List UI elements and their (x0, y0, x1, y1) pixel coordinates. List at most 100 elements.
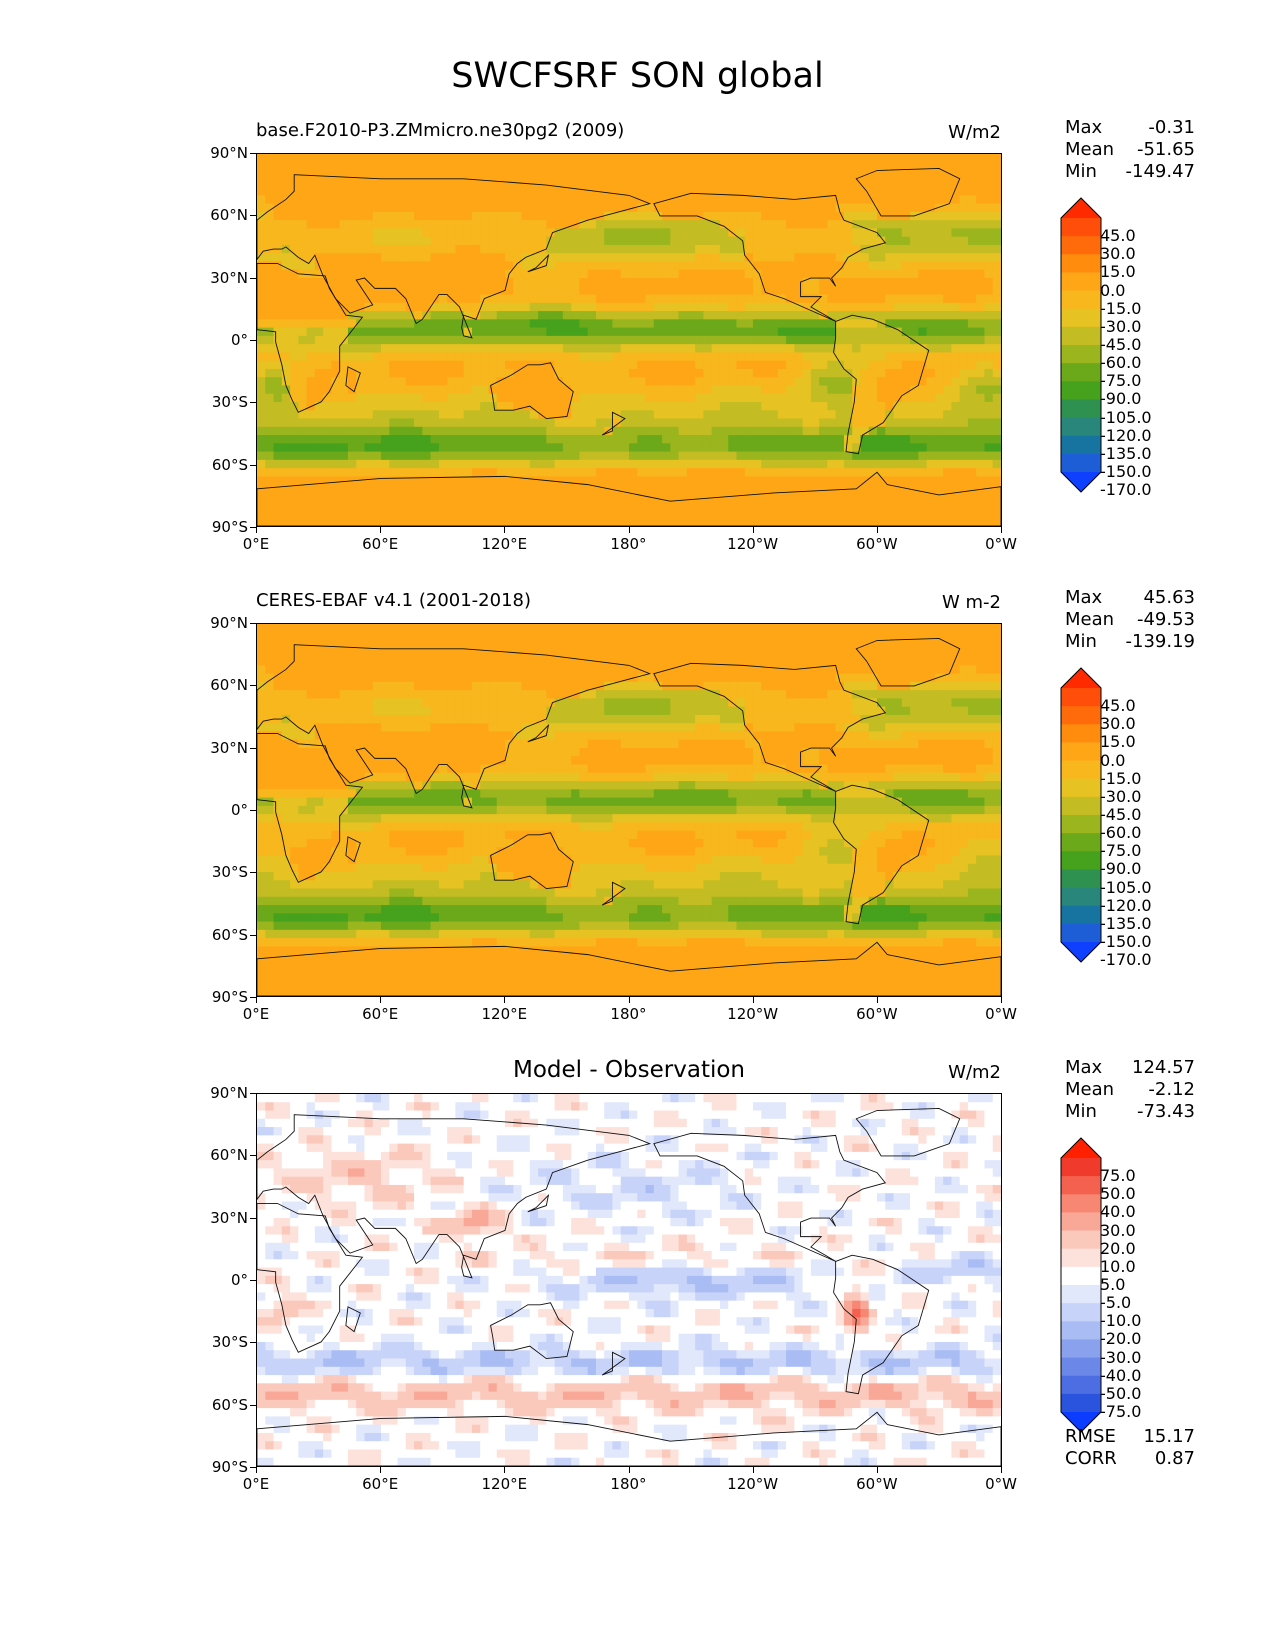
data-cell (447, 632, 456, 642)
data-cell (967, 154, 977, 163)
data-cell (802, 377, 812, 387)
data-cell (934, 459, 944, 469)
data-cell (314, 393, 324, 403)
data-cell (992, 484, 1001, 494)
data-cell (918, 385, 928, 395)
data-cell (505, 501, 514, 511)
data-cell (719, 492, 729, 502)
data-cell (802, 220, 812, 229)
data-cell (323, 418, 332, 428)
data-cell (877, 418, 886, 428)
data-cell (298, 211, 308, 221)
data-cell (529, 311, 539, 320)
data-cell (430, 360, 440, 370)
data-cell (637, 657, 647, 666)
data-cell (885, 368, 895, 378)
data-cell (372, 154, 382, 163)
data-cell (802, 360, 812, 370)
data-cell (364, 319, 374, 329)
data-cell (323, 178, 332, 188)
data-cell (414, 509, 423, 519)
data-cell (505, 344, 514, 354)
data-cell (910, 311, 919, 320)
data-cell (703, 393, 713, 403)
data-cell (967, 253, 977, 263)
data-cell (992, 294, 1001, 304)
data-cell (496, 162, 506, 172)
data-cell (447, 657, 456, 666)
data-cell (777, 228, 787, 238)
data-cell (604, 509, 614, 519)
data-cell (323, 187, 332, 196)
data-cell (761, 665, 771, 675)
data-cell (653, 278, 663, 287)
data-cell (703, 319, 713, 329)
data-cell (356, 476, 366, 486)
data-cell (786, 211, 795, 221)
data-cell (438, 294, 448, 304)
data-cell (959, 178, 969, 188)
data-cell (364, 673, 374, 683)
data-cell (703, 401, 713, 411)
data-cell (678, 203, 688, 213)
data-cell (794, 335, 804, 345)
data-cell (868, 352, 878, 362)
data-cell (918, 657, 928, 666)
data-cell (290, 468, 299, 477)
data-cell (488, 690, 498, 699)
y-tick (250, 153, 256, 154)
data-cell (877, 492, 886, 502)
data-cell (538, 228, 547, 238)
data-cell (529, 435, 539, 444)
data-cell (546, 195, 556, 205)
data-cell (529, 286, 539, 296)
data-cell (893, 484, 903, 494)
data-cell (736, 170, 746, 180)
data-cell (637, 468, 647, 477)
data-cell (629, 162, 638, 172)
data-cell (769, 278, 779, 287)
data-cell (455, 418, 465, 428)
data-cell (347, 154, 357, 163)
data-cell (910, 187, 919, 196)
data-cell (480, 377, 490, 387)
data-cell (910, 344, 919, 354)
data-cell (455, 476, 465, 486)
data-cell (951, 278, 961, 287)
data-cell (471, 360, 481, 370)
data-cell (976, 178, 986, 188)
data-cell (389, 360, 399, 370)
data-cell (843, 418, 853, 428)
data-cell (653, 401, 663, 411)
data-cell (612, 681, 622, 691)
data-cell (389, 484, 399, 494)
data-cell (794, 253, 804, 263)
data-cell (587, 154, 597, 163)
data-cell (339, 203, 349, 213)
data-cell (860, 344, 870, 354)
data-cell (430, 451, 440, 461)
data-cell (579, 501, 589, 511)
data-cell (331, 311, 341, 320)
data-cell (356, 665, 366, 675)
data-cell (281, 286, 291, 296)
data-cell (695, 501, 704, 511)
data-cell (579, 459, 589, 469)
data-cell (380, 517, 390, 526)
data-cell (728, 311, 738, 320)
data-cell (918, 426, 928, 436)
data-cell (372, 681, 382, 691)
data-cell (620, 335, 630, 345)
data-cell (943, 311, 953, 320)
data-cell (719, 501, 729, 511)
data-cell (257, 435, 266, 444)
data-cell (629, 352, 638, 362)
data-cell (703, 170, 713, 180)
data-cell (901, 311, 911, 320)
data-cell (397, 344, 407, 354)
data-cell (761, 170, 771, 180)
data-cell (480, 319, 490, 329)
data-cell (893, 302, 903, 312)
data-cell (463, 154, 473, 163)
data-cell (835, 426, 845, 436)
